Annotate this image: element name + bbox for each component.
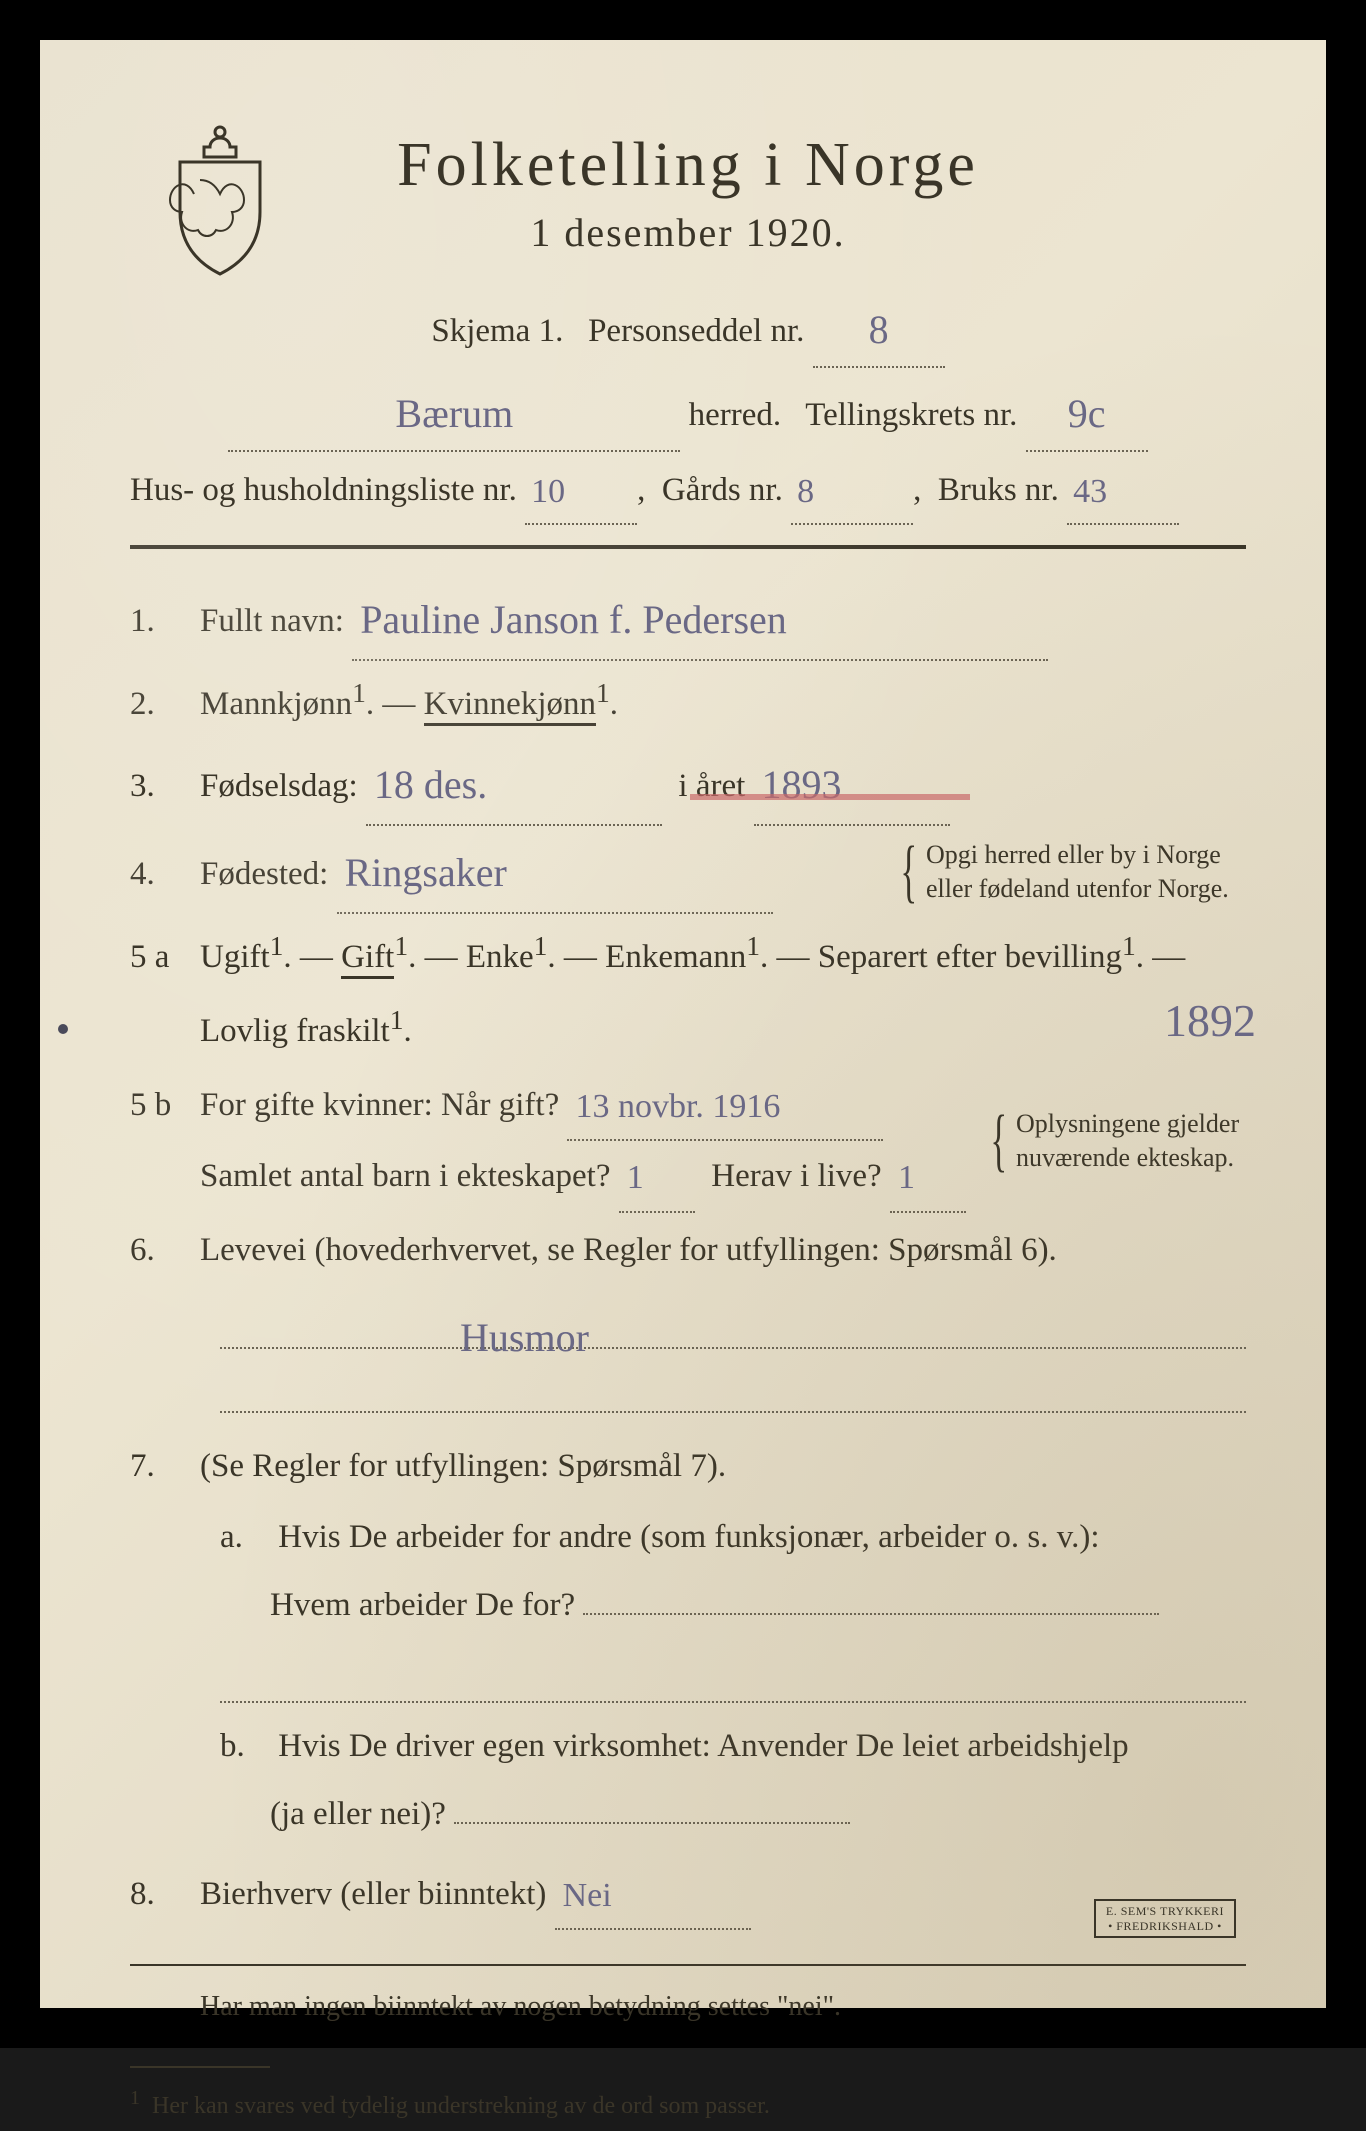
q6-line-2	[220, 1357, 1246, 1413]
gards-label: Gårds nr.	[662, 472, 783, 508]
tellingskrets-label: Tellingskrets nr.	[805, 397, 1017, 433]
q2-opt-male: Mannkjønn	[200, 686, 352, 722]
q5a-opt-3: Enkemann	[605, 939, 746, 975]
bruks-label: Bruks nr.	[938, 472, 1059, 508]
q5b-row: 5 b For gifte kvinner: Når gift? 13 novb…	[130, 1070, 1246, 1213]
q4-label: Fødested:	[200, 856, 328, 892]
q5b-val-c: 1	[898, 1159, 915, 1196]
form-title: Folketelling i Norge	[130, 130, 1246, 201]
q5b-val-b: 1	[627, 1159, 644, 1196]
q6-num: 6.	[130, 1217, 200, 1285]
q7a-letter: a.	[220, 1504, 270, 1572]
page-edge-dot	[58, 1024, 68, 1034]
q3-label: Fødselsdag:	[200, 768, 358, 804]
footer-note: Har man ingen biinntekt av nogen betydni…	[200, 1978, 1246, 2035]
skjema-label: Skjema 1.	[431, 313, 563, 349]
q7a-line-2	[220, 1647, 1246, 1703]
herred-label: herred.	[689, 397, 782, 433]
q6-row: 6. Levevei (hovederhvervet, se Regler fo…	[130, 1217, 1246, 1285]
q7-row: 7. (Se Regler for utfyllingen: Spørsmål …	[130, 1433, 1246, 1501]
q5a-opt-0: Ugift	[200, 939, 270, 975]
q7b-fill	[454, 1822, 850, 1824]
header-rule	[130, 545, 1246, 549]
footnote-rule	[130, 2066, 270, 2068]
q2-num: 2.	[130, 671, 200, 739]
form-date: 1 desember 1920.	[130, 209, 1246, 256]
husliste-label: Hus- og husholdningsliste nr.	[130, 472, 517, 508]
q7a-fill	[583, 1613, 1159, 1615]
footnote: 1 Her kan svares ved tydelig understrekn…	[130, 2078, 1246, 2131]
q5b-note: Oplysningene gjelder nuværende ekteskap.	[1016, 1107, 1246, 1175]
q4-num: 4.	[130, 841, 200, 909]
q5a-opt-5: Lovlig fraskilt	[200, 1013, 390, 1049]
margin-year: 1892	[1164, 974, 1256, 1068]
q8-num: 8.	[130, 1861, 200, 1929]
q6-label: Levevei (hovederhvervet, se Regler for u…	[200, 1232, 1057, 1268]
q7b: b. Hvis De driver egen virksomhet: Anven…	[220, 1713, 1246, 1848]
q4-note: Opgi herred eller by i Norge eller fødel…	[926, 838, 1246, 906]
red-underline	[690, 794, 970, 800]
q2-row: 2. Mannkjønn1. — Kvinnekjønn1.	[130, 665, 1246, 739]
census-form-paper: Folketelling i Norge 1 desember 1920. Sk…	[40, 40, 1326, 2008]
tellingskrets-value: 9c	[1068, 391, 1106, 436]
q1-label: Fullt navn:	[200, 603, 344, 639]
q5a-opt-1: Gift	[341, 939, 394, 979]
q5b-val-a: 13 novbr. 1916	[575, 1088, 780, 1125]
q7b-text2: (ja eller nei)?	[270, 1796, 446, 1832]
personseddel-label: Personseddel nr.	[588, 313, 804, 349]
q5b-label-a: For gifte kvinner: Når gift?	[200, 1087, 559, 1123]
q6-line-1: Husmor	[220, 1293, 1246, 1349]
q5b-label-b: Samlet antal barn i ekteskapet?	[200, 1158, 611, 1194]
brace-icon: {	[901, 851, 918, 893]
q2-opt-female: Kvinnekjønn	[424, 686, 596, 726]
q5a-num: 5 a	[130, 924, 200, 992]
q8-row: 8. Bierhverv (eller biinntekt) Nei	[130, 1859, 1246, 1931]
q5a-row: 5 a Ugift1. — Gift1. — Enke1. — Enkemann…	[130, 918, 1246, 1065]
printer-stamp: E. SEM'S TRYKKERI • FREDRIKSHALD •	[1094, 1899, 1236, 1938]
form-meta-block: Skjema 1. Personseddel nr. 8 Bærum herre…	[130, 290, 1246, 525]
q3-day-value: 18 des.	[374, 762, 487, 807]
q1-num: 1.	[130, 588, 200, 656]
personseddel-value: 8	[869, 307, 889, 352]
coat-of-arms-icon	[160, 120, 280, 280]
q4-value: Ringsaker	[345, 850, 507, 895]
scan-frame: Folketelling i Norge 1 desember 1920. Sk…	[0, 0, 1366, 2048]
q7a-text1: Hvis De arbeider for andre (som funksjon…	[278, 1519, 1099, 1555]
q8-value: Nei	[563, 1877, 612, 1914]
q1-row: 1. Fullt navn: Pauline Janson f. Pederse…	[130, 577, 1246, 661]
brace-icon: {	[991, 1120, 1008, 1162]
husliste-value: 10	[531, 473, 565, 510]
q4-row: 4. Fødested: Ringsaker { Opgi herred ell…	[130, 830, 1246, 914]
q5a-opt-4: Separert efter bevilling	[818, 939, 1122, 975]
q5b-num: 5 b	[130, 1072, 200, 1140]
herred-value: Bærum	[395, 391, 513, 436]
q7b-letter: b.	[220, 1713, 270, 1781]
q7a: a. Hvis De arbeider for andre (som funks…	[220, 1504, 1246, 1639]
q1-value: Pauline Janson f. Pedersen	[360, 597, 787, 642]
q7a-text2: Hvem arbeider De for?	[270, 1587, 575, 1623]
q5a-opt-2: Enke	[466, 939, 534, 975]
q7-label: (Se Regler for utfyllingen: Spørsmål 7).	[200, 1448, 726, 1484]
q7b-text1: Hvis De driver egen virksomhet: Anvender…	[278, 1728, 1128, 1764]
q3-row: 3. Fødselsdag: 18 des. i året 1893	[130, 742, 1246, 826]
question-list: 1. Fullt navn: Pauline Janson f. Pederse…	[130, 577, 1246, 2131]
q3-year-value: 1893	[762, 762, 842, 807]
q7-num: 7.	[130, 1433, 200, 1501]
bruks-value: 43	[1073, 473, 1107, 510]
form-header: Folketelling i Norge 1 desember 1920. Sk…	[130, 130, 1246, 525]
q3-num: 3.	[130, 753, 200, 821]
gards-value: 8	[797, 473, 814, 510]
q8-label: Bierhverv (eller biinntekt)	[200, 1876, 546, 1912]
footer-rule	[130, 1964, 1246, 1966]
q5b-label-c: Herav i live?	[711, 1158, 881, 1194]
